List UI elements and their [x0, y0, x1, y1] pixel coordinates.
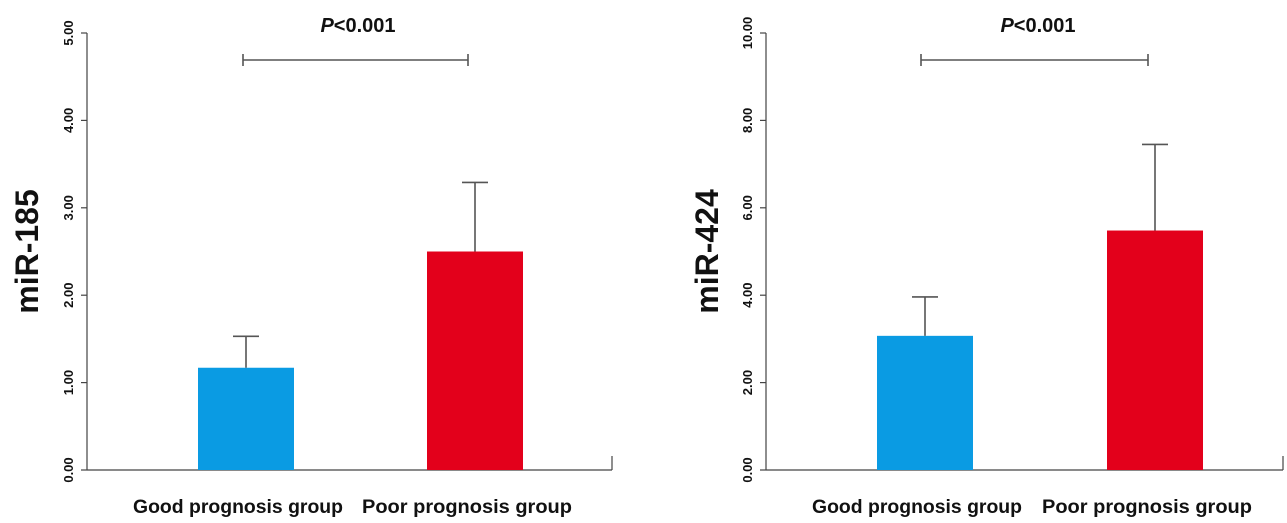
p-value-symbol: P	[1000, 15, 1014, 37]
category-label: Good prognosis group	[812, 497, 1022, 518]
y-tick-label: 2.00	[740, 370, 755, 395]
y-tick-label: 3.00	[61, 195, 76, 220]
category-label: Good prognosis group	[133, 497, 343, 518]
y-tick-label: 2.00	[61, 283, 76, 308]
bar-poor-prognosis	[427, 251, 523, 470]
y-tick-label: 1.00	[61, 370, 76, 395]
p-value-text: <0.001	[334, 15, 396, 37]
p-value-label: P<0.001	[1000, 15, 1075, 37]
y-axis-title: miR-424	[689, 189, 725, 314]
chart-1: 0.00 2.00 4.00 6.00 8.00 10.00 miR-424 Good pro…	[689, 15, 1284, 518]
bar-good-prognosis	[877, 335, 973, 470]
chart-0: 0.00 1.00 2.00 3.00 4.00 5.00 miR-185 Good prog…	[9, 15, 613, 518]
y-tick-label: 0.00	[740, 457, 755, 482]
y-tick-label: 4.00	[61, 108, 76, 133]
y-tick-label: 10.00	[740, 17, 755, 50]
y-tick-label: 6.00	[740, 195, 755, 220]
category-label: Poor prognosis group	[1042, 497, 1252, 518]
category-label: Poor prognosis group	[362, 497, 572, 518]
y-axis-title: miR-185	[9, 189, 45, 314]
y-tick-label: 4.00	[740, 283, 755, 308]
y-tick-label: 8.00	[740, 108, 755, 133]
bar-poor-prognosis	[1107, 230, 1203, 470]
bar-good-prognosis	[198, 367, 294, 470]
p-value-label: P<0.001	[320, 15, 395, 37]
p-value-symbol: P	[320, 15, 334, 37]
p-value-text: <0.001	[1014, 15, 1076, 37]
y-tick-label: 5.00	[61, 20, 76, 45]
y-tick-label: 0.00	[61, 457, 76, 482]
